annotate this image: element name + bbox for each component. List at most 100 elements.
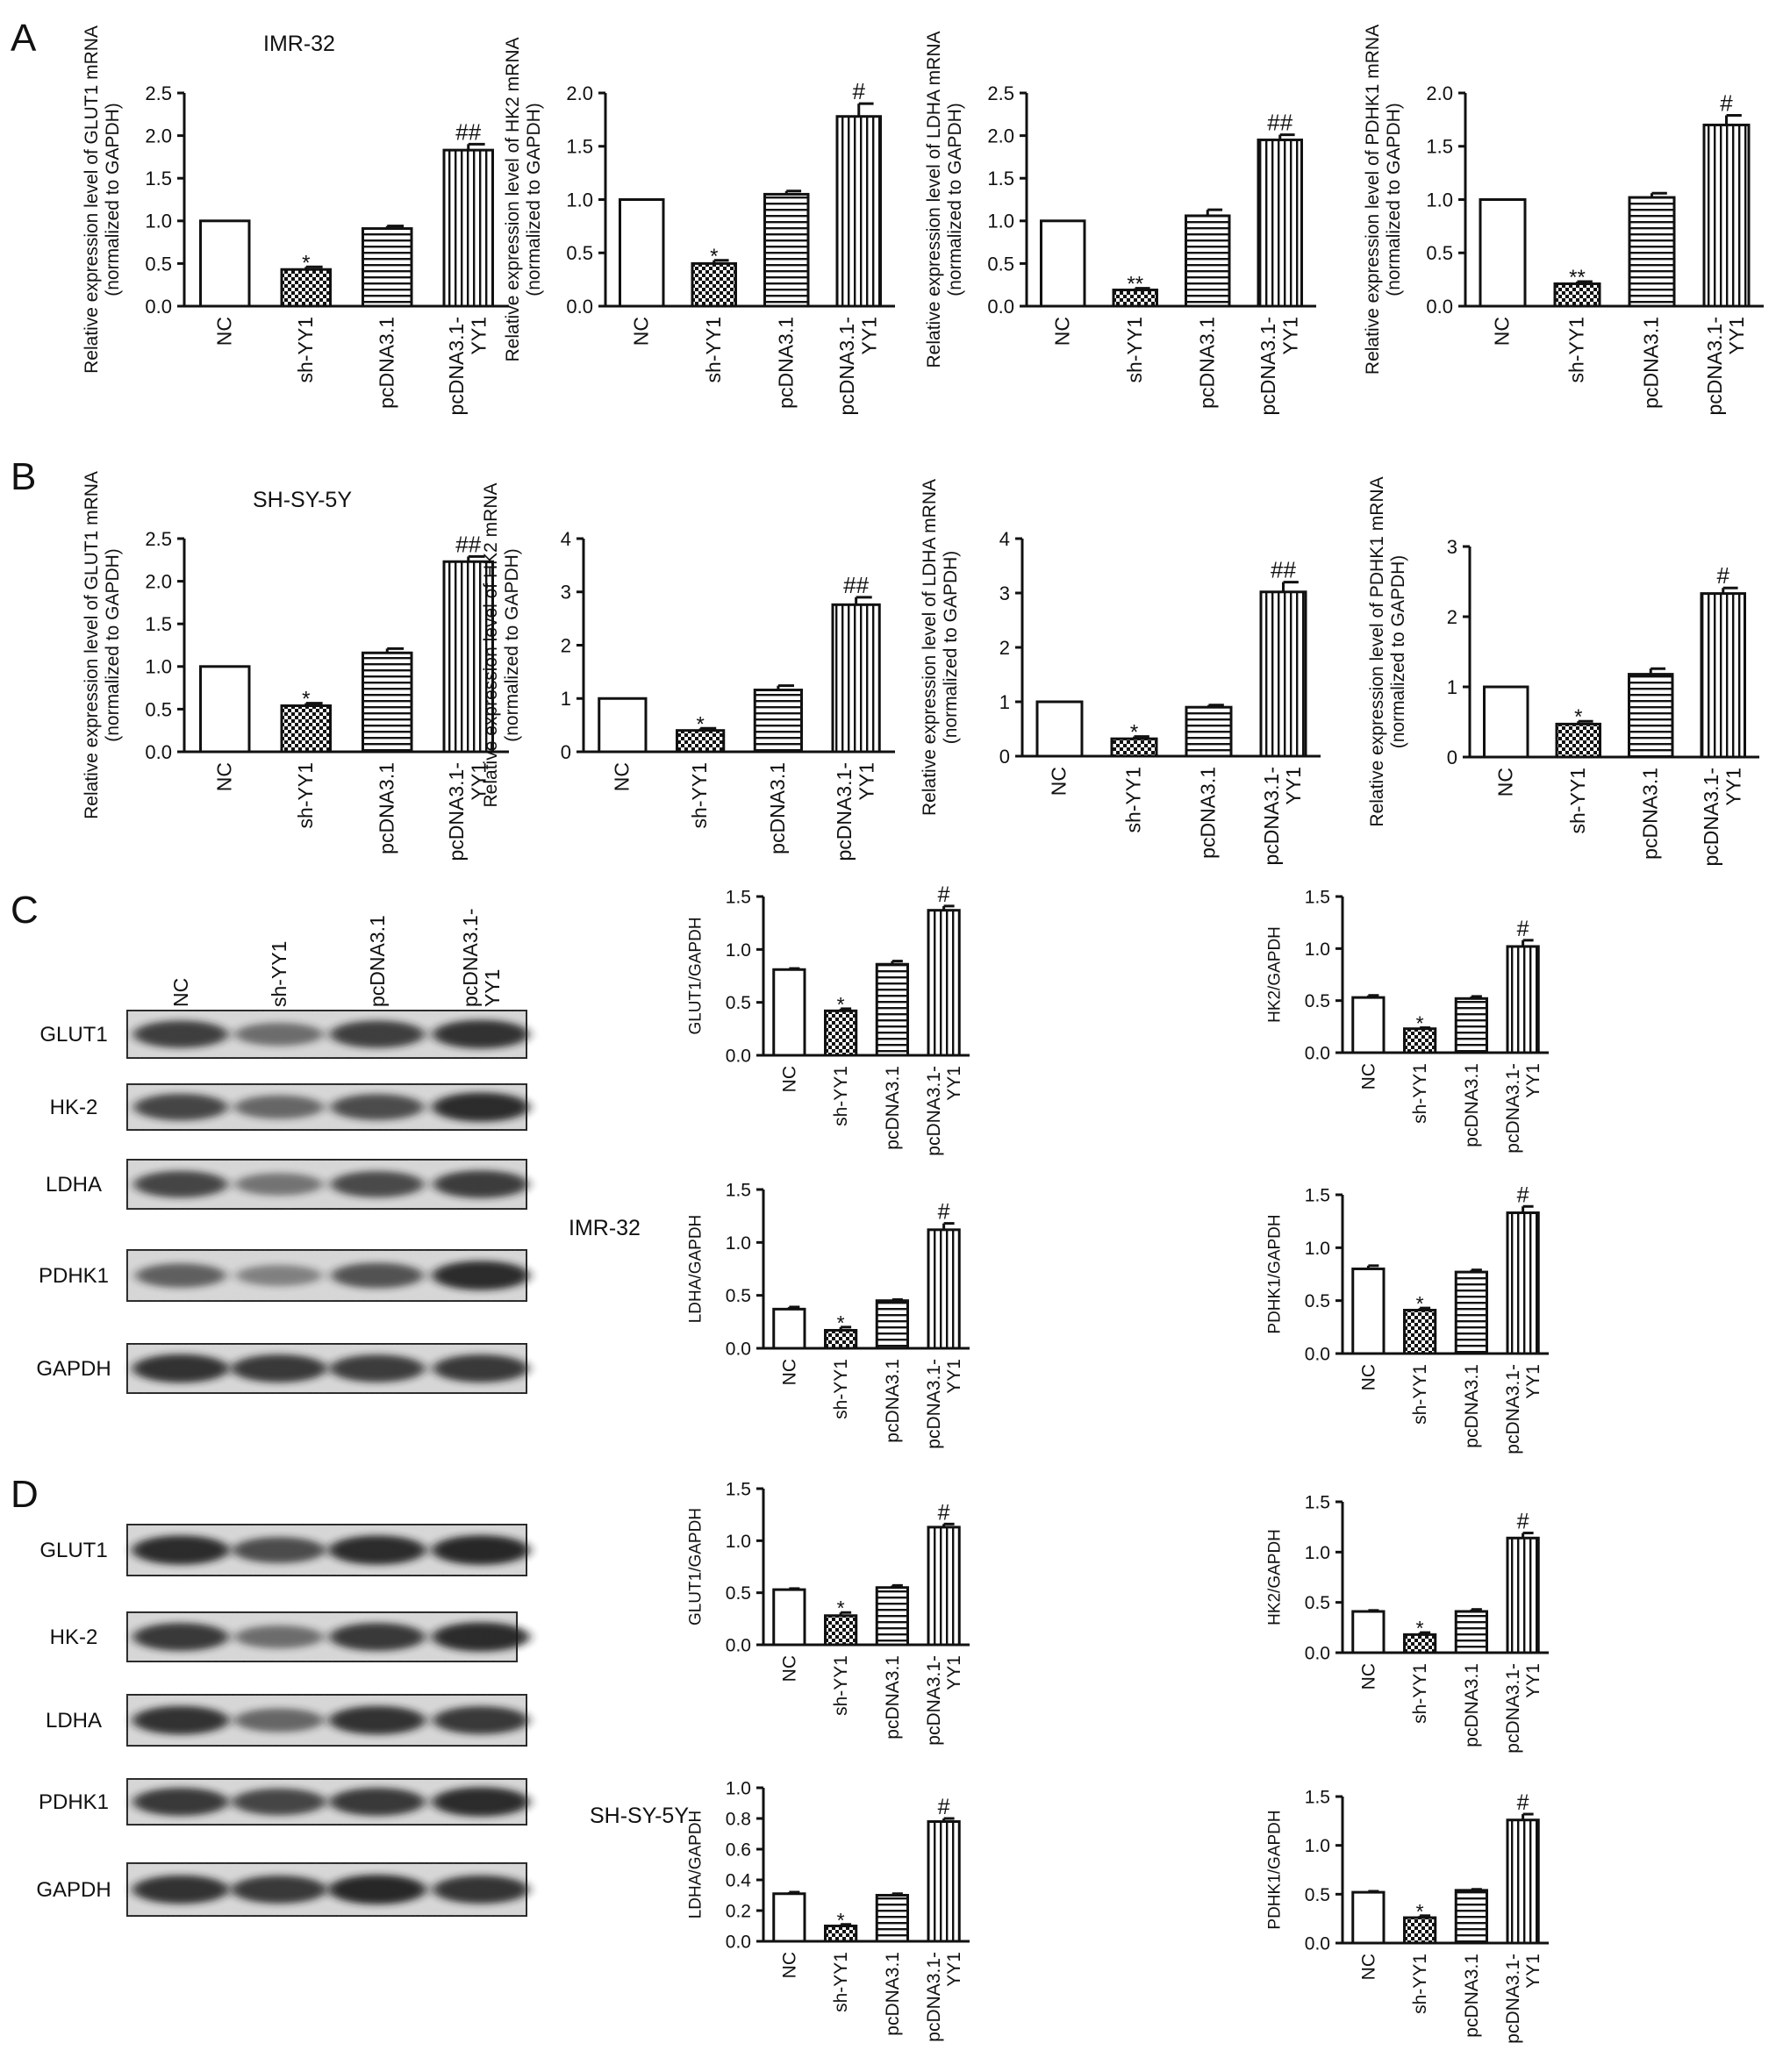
x-tick-label: pcDNA3.1: [883, 1952, 903, 2036]
y-axis-label-line: Relative expression level of HK2 mRNA: [481, 483, 501, 808]
x-tick-label-line: YY1: [944, 1952, 964, 1987]
blot-lane-label-line: pcDNA3.1: [366, 915, 389, 1007]
blot-band: [236, 1264, 322, 1287]
x-tick-label: pcDNA3.1: [1195, 317, 1218, 409]
x-tick-label-line: pcDNA3.1: [1197, 767, 1220, 859]
x-tick-label: pcDNA3.1-YY1: [1700, 768, 1744, 866]
blot-band: [432, 1622, 530, 1652]
panel-d-band-row-glut1: GLUT1: [39, 1524, 530, 1576]
y-tick-label: 0.5: [1305, 1593, 1330, 1613]
x-tick-label-line: pcDNA3.1: [883, 1655, 903, 1740]
y-axis-label-line: HK2/GAPDH: [1266, 1529, 1285, 1625]
x-tick-label-line: YY1: [1722, 768, 1744, 805]
blot-band: [135, 1263, 226, 1288]
x-tick-label: sh-YY1: [1410, 1663, 1430, 1724]
panel-label-b: B: [11, 455, 36, 498]
x-tick-label-line: pcDNA3.1: [1462, 1954, 1482, 2038]
x-tick-label-line: pcDNA3.1-: [445, 317, 468, 415]
blot-band: [235, 1173, 323, 1196]
x-tick-label-line: sh-YY1: [294, 762, 317, 828]
blot-band: [329, 1788, 426, 1816]
x-tick-label: sh-YY1: [1123, 317, 1146, 382]
y-tick-label: 1.0: [1305, 1836, 1330, 1856]
x-tick-label-line: YY1: [1725, 317, 1748, 354]
bar: [1351, 1610, 1386, 1654]
x-tick-label-line: pcDNA3.1-: [924, 1066, 944, 1156]
x-tick-label-line: YY1: [1282, 767, 1305, 804]
y-tick-label: 0.0: [726, 1047, 751, 1067]
panel-d-band-row-pdhk1: PDHK1: [39, 1778, 530, 1826]
blot-band: [432, 1261, 530, 1290]
x-tick-label-line: pcDNA3.1-: [1257, 317, 1279, 415]
bar: [831, 603, 881, 754]
y-axis-label-line: (normalized to GAPDH): [1388, 555, 1408, 749]
x-tick-label-line: NC: [1358, 1364, 1378, 1390]
x-tick-label-line: sh-YY1: [831, 1655, 851, 1716]
significance-label: **: [1127, 273, 1143, 297]
panel-label-c: C: [11, 889, 39, 932]
blot-band: [432, 1787, 530, 1817]
y-axis-label-line: Relative expression level of LDHA mRNA: [920, 479, 940, 816]
significance-label: *: [837, 1909, 845, 1932]
y-tick-label: 0: [999, 746, 1010, 768]
x-tick-label: pcDNA3.1: [1638, 768, 1661, 860]
y-tick-label: 3: [1447, 536, 1457, 558]
x-tick-label: NC: [779, 1066, 799, 1092]
significance-label: *: [710, 245, 718, 268]
x-tick-label: pcDNA3.1-YY1: [445, 762, 490, 861]
bar: [772, 1892, 806, 1943]
y-axis-label: Relative expression level of PDHK1 mRNA(…: [1367, 476, 1408, 826]
bar: [772, 1588, 806, 1647]
bar-chart-16: 0.0 0.5 1.0 1.5 PDHK1/GAPDH NC * sh-YY1 pcDNA3.1…: [1266, 1788, 1549, 2044]
y-axis-label: HK2/GAPDH: [1266, 926, 1285, 1023]
x-tick-label-line: pcDNA3.1: [375, 762, 397, 854]
x-tick-label: NC: [1358, 1663, 1378, 1690]
x-tick-label-line: NC: [779, 1655, 799, 1682]
y-tick-label: 0.5: [145, 253, 172, 275]
x-tick-label: pcDNA3.1-YY1: [924, 1066, 964, 1156]
y-tick-label: 2.0: [145, 571, 172, 593]
x-tick-label-line: NC: [1358, 1954, 1378, 1980]
y-tick-label: 0.0: [726, 1636, 751, 1656]
x-tick-label-line: sh-YY1: [294, 317, 317, 382]
y-axis-label-line: (normalized to GAPDH): [1384, 103, 1404, 297]
x-tick-label-line: pcDNA3.1-: [1260, 767, 1283, 865]
blot-band: [433, 1875, 529, 1904]
bar: [1454, 997, 1488, 1054]
blot-band: [328, 1875, 426, 1904]
y-tick-label: 1.0: [987, 211, 1014, 232]
y-tick-label: 0: [1447, 747, 1457, 768]
x-tick-label-line: YY1: [1523, 1954, 1543, 1989]
significance-label: ##: [1271, 557, 1296, 583]
x-tick-label: pcDNA3.1-YY1: [1257, 317, 1301, 415]
x-tick-label: NC: [779, 1359, 799, 1385]
panel-d-band-row-gapdh: GAPDH: [36, 1862, 529, 1917]
bar: [824, 1614, 858, 1647]
y-tick-label: 0.5: [726, 1583, 751, 1604]
x-tick-label-line: sh-YY1: [702, 317, 725, 382]
blot-band: [234, 1625, 324, 1649]
significance-label: #: [1517, 1510, 1529, 1534]
y-tick-label: 0.5: [987, 253, 1014, 275]
bar: [875, 1586, 909, 1647]
significance-label: #: [938, 882, 950, 907]
blot-band-label: GAPDH: [36, 1878, 111, 1902]
bar-chart-12: 0.0 0.5 1.0 1.5 PDHK1/GAPDH NC * sh-YY1 pcDNA3.1…: [1266, 1182, 1549, 1454]
y-axis-label-line: (normalized to GAPDH): [524, 103, 544, 297]
y-axis-label-line: LDHA/GAPDH: [687, 1811, 705, 1919]
bar: [1259, 590, 1307, 758]
bar: [676, 729, 726, 754]
y-tick-label: 0.5: [1305, 1885, 1330, 1905]
bar: [691, 261, 737, 308]
x-tick-label: pcDNA3.1: [1640, 317, 1663, 409]
significance-label: #: [853, 78, 866, 104]
y-tick-label: 1.0: [726, 940, 751, 961]
blot-band-label: HK-2: [50, 1625, 98, 1649]
x-tick-label-line: pcDNA3.1: [1640, 317, 1663, 409]
y-tick-label: 2.5: [145, 82, 172, 104]
y-tick-label: 0.5: [145, 698, 172, 720]
significance-label: *: [1416, 1617, 1424, 1640]
y-tick-label: 0.5: [1305, 991, 1330, 1011]
cell-line-label-c: IMR-32: [569, 1216, 641, 1240]
x-tick-label: pcDNA3.1-YY1: [1503, 1063, 1543, 1154]
